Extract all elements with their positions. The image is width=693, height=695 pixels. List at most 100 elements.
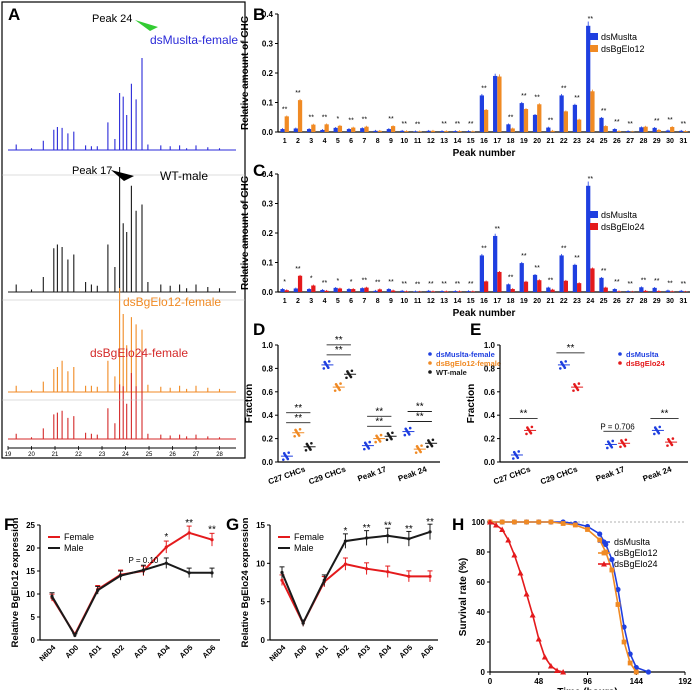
x-tick-label-F: AD3 <box>132 643 149 660</box>
scatter-point-dsmuslta-female <box>368 447 371 450</box>
scatter-point-dsmuslta-female <box>287 458 290 461</box>
peak-24-arrow <box>135 20 158 31</box>
legend-swatch <box>590 211 598 218</box>
bar-dsmuslta-23 <box>573 265 577 292</box>
bar-dsmuslta-16 <box>480 95 484 132</box>
legend-label-dsbgelo24: dsBgElo24 <box>626 359 666 368</box>
bar-dsbgelo12-22 <box>564 111 568 132</box>
x-tick-label-H: 192 <box>678 677 692 686</box>
scatter-point-wt-male <box>426 445 429 448</box>
x-tick-label-C: 9 <box>389 298 393 305</box>
y-tick-label-H: 20 <box>476 638 485 647</box>
x-tick-label-C: 16 <box>480 298 488 305</box>
y-tick-label-E: 0.4 <box>484 411 496 420</box>
x-tick-label-H: 96 <box>583 677 592 686</box>
data-point-male <box>165 562 168 565</box>
y-axis-title-D: Fraction <box>244 384 255 423</box>
significance-mark: * <box>343 526 347 537</box>
x-tick-label-B: 30 <box>666 138 674 145</box>
scatter-point-dsbgelo12-female <box>334 389 337 392</box>
survival-marker <box>524 591 530 597</box>
scatter-point-dsbgelo24 <box>666 444 669 447</box>
x-tick-label-B: 27 <box>626 138 634 145</box>
survival-marker <box>536 636 542 642</box>
survival-marker <box>549 520 554 525</box>
data-point-male <box>142 568 145 571</box>
x-tick-label-C: 5 <box>336 298 340 305</box>
data-point-male <box>210 571 213 574</box>
significance-mark: ** <box>468 121 474 128</box>
significance-mark: ** <box>322 114 328 121</box>
panel-letter-g: G <box>226 515 239 534</box>
scatter-point-dsbgelo12-female <box>293 435 296 438</box>
significance-mark: * <box>336 116 339 123</box>
scatter-point-wt-male <box>309 448 312 451</box>
y-tick-label-H: 0 <box>481 668 486 677</box>
legend-label-dsmuslta-female: dsMuslta-female <box>436 350 495 359</box>
bar-dsbgelo24-16 <box>484 281 488 292</box>
significance-mark: ** <box>574 255 580 262</box>
y-tick-label-D: 0.6 <box>262 388 274 397</box>
x-tick-label-C: 31 <box>679 298 687 305</box>
x-tick-label-B: 7 <box>362 138 366 145</box>
x-tick-label-C: 25 <box>600 298 608 305</box>
data-point-female <box>210 538 213 541</box>
scatter-point-dsbgelo24 <box>624 445 627 448</box>
x-tick-label-B: 14 <box>454 138 462 145</box>
significance-mark: ** <box>441 121 447 128</box>
significance-mark: P = 0.10 <box>128 556 158 565</box>
legend-label-male: Male <box>64 543 84 553</box>
significance-mark: ** <box>481 245 487 252</box>
scatter-point-dsbgelo12-female <box>338 389 341 392</box>
scatter-point-dsmuslta <box>611 440 614 443</box>
significance-mark: ** <box>548 118 554 125</box>
y-tick-label-G: 5 <box>261 598 266 607</box>
chromatogram-trace <box>8 351 236 439</box>
x-tick-label-C: 10 <box>400 298 408 305</box>
data-point-male <box>73 634 76 637</box>
bar-dsmuslta-19 <box>520 263 524 292</box>
significance-mark: * <box>283 279 286 286</box>
legend-swatch <box>590 33 598 40</box>
y-tick-label-F: 0 <box>31 636 36 645</box>
bar-dsbgelo24-24 <box>590 268 594 292</box>
x-tick-label-B: 2 <box>296 138 300 145</box>
significance-mark: ** <box>654 118 660 125</box>
scatter-point-dsmuslta <box>658 432 661 435</box>
x-tick-label-C: 28 <box>640 298 648 305</box>
survival-marker <box>585 527 590 532</box>
panel-letter-a: A <box>8 5 20 24</box>
y-tick-label-B: 0.1 <box>262 99 274 108</box>
x-tick-label-D: Peak 17 <box>356 465 388 484</box>
significance-mark: ** <box>294 403 302 414</box>
bar-dsmuslta-24 <box>586 26 590 132</box>
x-tick-label-C: 30 <box>666 298 674 305</box>
significance-mark: ** <box>388 279 394 286</box>
peak-label-24: Peak 24 <box>92 13 132 25</box>
chromatogram-trace <box>8 58 236 150</box>
bar-dsmuslta-18 <box>506 124 510 132</box>
significance-mark: ** <box>363 523 371 534</box>
survival-marker <box>512 520 517 525</box>
significance-mark: * <box>310 276 313 283</box>
peak-label-17: Peak 17 <box>72 165 112 177</box>
significance-mark: ** <box>426 517 434 528</box>
scatter-point-dsmuslta-female <box>363 448 366 451</box>
legend-label-dsbgelo24: dsBgElo24 <box>614 559 658 569</box>
significance-mark: ** <box>667 281 673 288</box>
bar-dsbgelo12-3 <box>311 125 315 132</box>
scatter-point-wt-male <box>432 438 435 441</box>
scatter-point-dsbgelo24 <box>530 432 533 435</box>
x-tick-label-B: 29 <box>653 138 661 145</box>
panel-letter-e: E <box>470 320 481 339</box>
significance-mark: ** <box>534 265 540 272</box>
x-tick-label-C: 19 <box>520 298 528 305</box>
x-tick-label-C: 29 <box>653 298 661 305</box>
data-point-male <box>386 534 389 537</box>
data-point-male <box>50 595 53 598</box>
significance-mark: ** <box>455 281 461 288</box>
